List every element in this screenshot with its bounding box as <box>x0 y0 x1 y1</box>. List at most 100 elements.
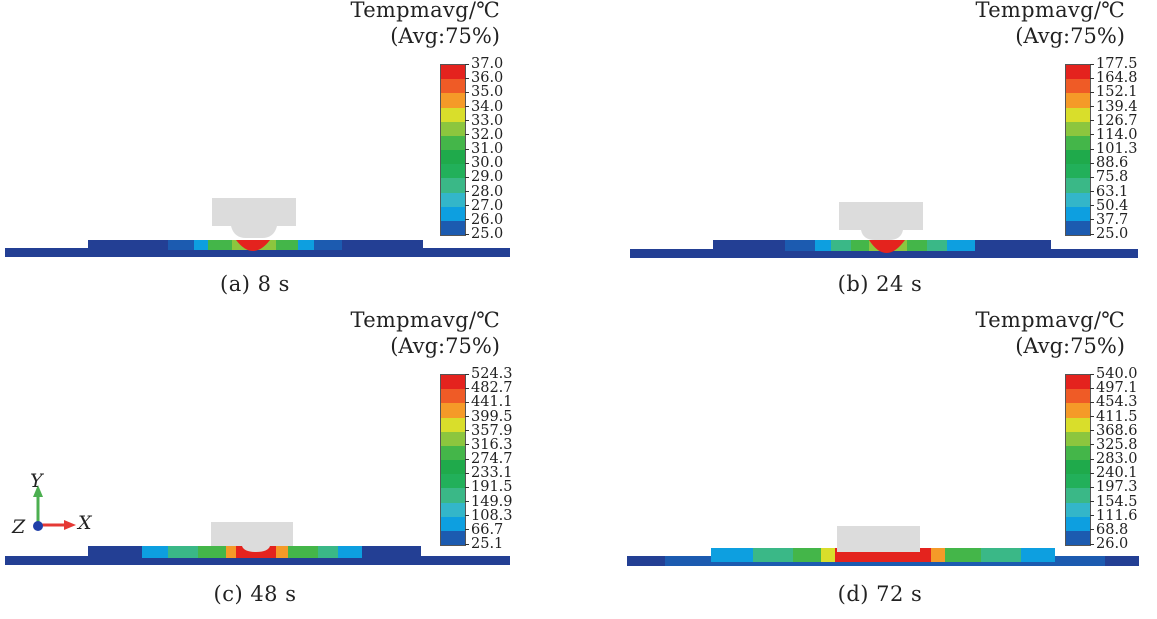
legend-tick-label: 25.0 <box>1090 227 1128 242</box>
zone-band <box>226 546 236 558</box>
legend-band <box>441 164 465 179</box>
legend-band <box>441 417 465 432</box>
legend-band <box>1066 192 1090 207</box>
zone-band <box>198 546 226 558</box>
legend-band <box>441 488 465 503</box>
legend-band <box>1066 516 1090 531</box>
legend-band <box>441 121 465 136</box>
legend-band <box>441 375 465 390</box>
legend-tick-label: 29.0 <box>465 170 503 185</box>
legend-band <box>1066 150 1090 165</box>
legend-tick-label: 411.5 <box>1090 409 1138 424</box>
legend-band <box>441 206 465 221</box>
zone-band <box>288 546 318 558</box>
legend-tick-label: 274.7 <box>465 452 513 467</box>
zone-band <box>276 240 298 250</box>
zone-band <box>142 546 168 558</box>
legend-tick-label: 139.4 <box>1090 99 1138 114</box>
legend-band <box>1066 431 1090 446</box>
legend-band <box>1066 445 1090 461</box>
zone-band <box>753 548 793 562</box>
legend-band <box>441 516 465 531</box>
zone-band <box>831 240 851 251</box>
panel-a: Tempmavg/℃ (Avg:75%) 37.0 36.0 35.0 34.0 33.… <box>0 0 578 309</box>
legend-tick-label: 66.7 <box>465 523 503 538</box>
legend-band <box>1066 502 1090 517</box>
zone-band <box>907 240 927 251</box>
weld-contour-plot <box>627 526 1139 566</box>
legend-band <box>441 192 465 207</box>
zone-band <box>168 546 198 558</box>
legend-band <box>441 460 465 475</box>
legend-tick-label: 88.6 <box>1090 156 1128 171</box>
zone-band <box>318 546 338 558</box>
legend-tick-label: 399.5 <box>465 409 513 424</box>
legend-subtitle: (Avg:75%) <box>1015 334 1125 358</box>
legend-band <box>441 431 465 446</box>
legend-tick-label: 108.3 <box>465 508 513 523</box>
axis-triad-graphic <box>33 485 76 531</box>
legend-ticks: 37.0 36.0 35.0 34.0 33.0 32.0 31.0 30.0 29.0 28.0… <box>465 56 525 242</box>
legend-band <box>441 178 465 193</box>
zone-band <box>298 240 314 250</box>
legend-band <box>1066 65 1090 80</box>
legend-tick-label: 454.3 <box>1090 395 1138 410</box>
base-plate <box>630 249 1138 258</box>
legend-tick-label: 27.0 <box>465 198 503 213</box>
legend-tick-label: 37.0 <box>465 57 503 72</box>
legend-tick-label: 114.0 <box>1090 128 1138 143</box>
zone-band <box>276 546 288 558</box>
legend-band <box>441 107 465 122</box>
legend-band <box>1066 220 1090 236</box>
legend-tick-label: 524.3 <box>465 367 513 382</box>
legend-title: Tempmavg/℃ <box>975 0 1125 22</box>
legend-tick-label: 25.0 <box>465 227 503 242</box>
legend-title: Tempmavg/℃ <box>350 308 500 332</box>
legend-tick-label: 152.1 <box>1090 85 1138 100</box>
zone-band <box>927 240 947 251</box>
legend-title: Tempmavg/℃ <box>975 308 1125 332</box>
zone-band <box>168 240 194 250</box>
zone-band <box>793 548 821 562</box>
base-plate <box>5 248 510 257</box>
legend-tick-label: 441.1 <box>465 395 513 410</box>
legend-tick-label: 26.0 <box>1090 537 1128 552</box>
zone-band <box>815 240 831 251</box>
panel-d: Tempmavg/℃ (Avg:75%) 540.0 497.1 454.3 411.… <box>625 308 1157 619</box>
legend-tick-label: 197.3 <box>1090 480 1138 495</box>
legend-band <box>441 502 465 517</box>
legend-title: Tempmavg/℃ <box>350 0 500 22</box>
legend-band <box>441 93 465 108</box>
legend-subtitle: (Avg:75%) <box>390 334 500 358</box>
legend-band <box>1066 530 1090 546</box>
zone-band <box>194 240 208 250</box>
legend-band <box>1066 206 1090 221</box>
legend-band <box>1066 164 1090 179</box>
legend-tick-label: 63.1 <box>1090 184 1128 199</box>
legend-tick-label: 75.8 <box>1090 170 1128 185</box>
legend-tick-label: 233.1 <box>465 466 513 481</box>
legend-band <box>1066 107 1090 122</box>
zone-band <box>851 240 869 251</box>
legend-band <box>441 474 465 489</box>
zone-band <box>931 548 945 562</box>
legend-tick-label: 25.1 <box>465 537 503 552</box>
panel-caption: (b) 24 s <box>837 272 923 296</box>
legend-tick-label: 357.9 <box>465 423 513 438</box>
zone-band <box>785 240 815 251</box>
color-legend-bar <box>1065 374 1091 546</box>
legend-band <box>1066 375 1090 390</box>
x-axis-label: X <box>78 512 92 534</box>
legend-tick-label: 111.6 <box>1090 508 1138 523</box>
legend-tick-label: 30.0 <box>465 156 503 171</box>
legend-tick-label: 325.8 <box>1090 438 1138 453</box>
legend-tick-label: 33.0 <box>465 113 503 128</box>
legend-band <box>1066 121 1090 136</box>
legend-tick-label: 283.0 <box>1090 452 1138 467</box>
legend-tick-label: 35.0 <box>465 85 503 100</box>
legend-band <box>1066 474 1090 489</box>
color-legend-bar <box>440 64 466 236</box>
zone-band <box>821 548 835 562</box>
weld-contour-plot <box>5 198 510 257</box>
legend-tick-label: 37.7 <box>1090 213 1128 228</box>
